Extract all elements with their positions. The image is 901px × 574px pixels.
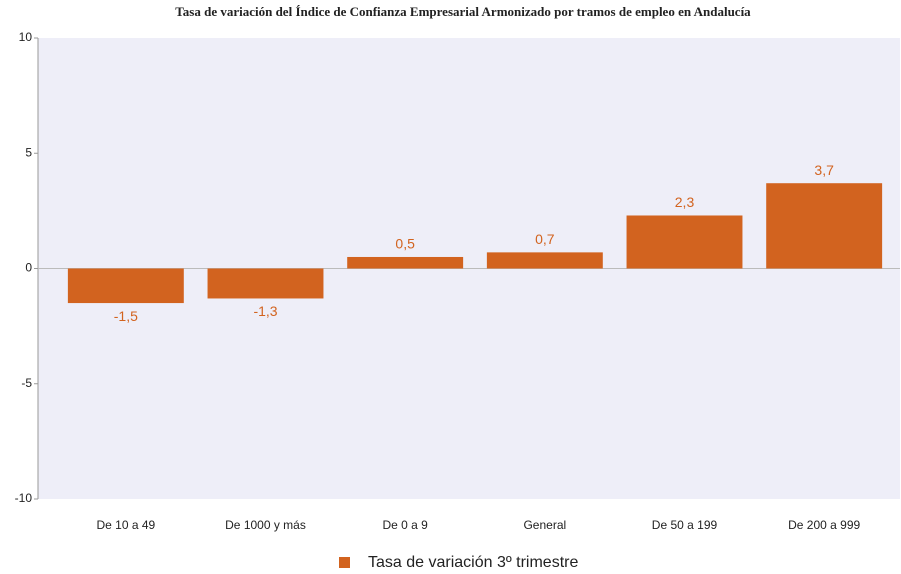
- bar: [207, 268, 324, 299]
- bar: [347, 256, 464, 269]
- y-tick-label: 0: [25, 261, 32, 275]
- y-tick-label: 5: [25, 145, 32, 159]
- value-label: 0,5: [395, 236, 415, 252]
- x-tick-label: General: [523, 518, 566, 532]
- x-tick-label: De 0 a 9: [382, 518, 428, 532]
- bar: [486, 252, 603, 269]
- x-tick-label: De 200 a 999: [788, 518, 860, 532]
- legend-swatch: [339, 557, 350, 568]
- x-tick-label: De 50 a 199: [652, 518, 718, 532]
- bar: [766, 183, 883, 269]
- value-label: 0,7: [535, 231, 555, 247]
- x-tick-label: De 10 a 49: [96, 518, 155, 532]
- y-tick-label: 10: [19, 30, 33, 44]
- legend-label: Tasa de variación 3º trimestre: [368, 554, 578, 571]
- y-tick-label: -5: [21, 376, 32, 390]
- value-label: 2,3: [675, 194, 695, 210]
- bar: [67, 268, 184, 304]
- bar: [626, 215, 743, 269]
- x-tick-label: De 1000 y más: [225, 518, 306, 532]
- value-label: -1,3: [253, 303, 277, 319]
- y-tick-label: -10: [15, 491, 33, 505]
- value-label: -1,5: [114, 308, 138, 324]
- value-label: 3,7: [814, 162, 834, 178]
- chart-title: Tasa de variación del Índice de Confianz…: [175, 4, 751, 19]
